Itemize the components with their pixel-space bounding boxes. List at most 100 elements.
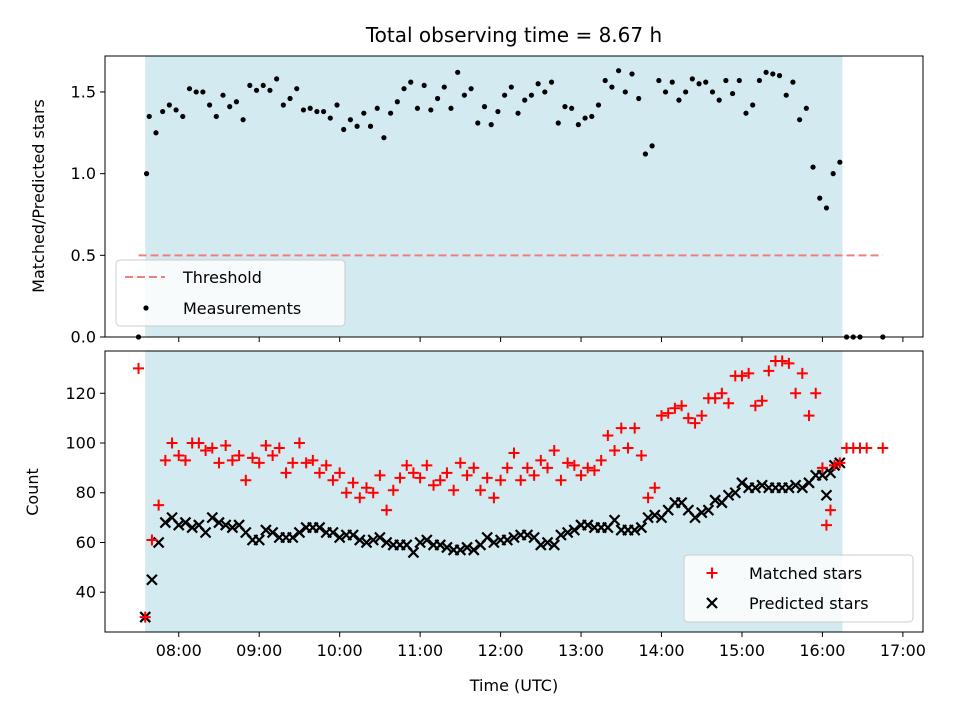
matched-star-point xyxy=(253,457,265,469)
measurement-point xyxy=(729,90,736,97)
matched-star-point xyxy=(548,444,560,456)
matched-star-point xyxy=(260,439,272,451)
matched-star-point xyxy=(173,449,185,461)
matched-star-point xyxy=(542,462,554,474)
predicted-star-point xyxy=(333,531,346,544)
predicted-star-point xyxy=(481,531,493,544)
predicted-star-point xyxy=(796,481,809,494)
measurement-point xyxy=(548,79,555,85)
matched-star-point xyxy=(307,454,319,466)
bottom-ytick-label: 60 xyxy=(76,533,96,552)
predicted-star-point xyxy=(186,521,198,534)
matched-star-point xyxy=(474,484,486,496)
measurement-point xyxy=(823,205,830,211)
matched-star-point xyxy=(810,387,822,399)
matched-star-point xyxy=(508,447,520,459)
bottom-xtick-label: 09:00 xyxy=(236,641,282,660)
bottom-ytick-label: 80 xyxy=(76,483,96,502)
legend-measurements-label: Measurements xyxy=(183,299,301,318)
measurement-point xyxy=(253,87,260,93)
measurement-point xyxy=(320,108,327,115)
matched-star-point xyxy=(360,482,372,494)
measurement-point xyxy=(488,122,494,128)
matched-star-point xyxy=(233,449,245,461)
matched-star-point xyxy=(179,454,191,466)
matched-star-point xyxy=(401,459,413,471)
matched-star-point xyxy=(166,437,178,449)
measurement-point xyxy=(441,84,447,90)
measurement-point xyxy=(388,110,394,116)
predicted-star-point xyxy=(722,489,735,502)
measurement-point xyxy=(750,102,756,108)
predicted-star-point xyxy=(407,546,420,559)
measurement-point xyxy=(803,105,809,111)
measurement-point xyxy=(810,164,816,170)
measurement-point xyxy=(790,79,796,85)
matched-star-point xyxy=(676,400,688,412)
matched-star-point xyxy=(790,387,802,399)
legend-threshold-label: Threshold xyxy=(182,268,262,287)
bottom-y-axis-label: Count xyxy=(23,468,42,516)
measurement-point xyxy=(280,102,286,108)
predicted-star-point xyxy=(642,511,654,524)
predicted-star-point xyxy=(628,524,641,536)
measurement-point xyxy=(475,120,481,126)
measurement-point xyxy=(703,79,709,85)
predicted-star-point xyxy=(608,514,621,526)
measurement-point xyxy=(582,115,588,121)
top-ytick-label: 0.0 xyxy=(71,328,96,347)
matched-star-point xyxy=(193,437,205,449)
legend-box xyxy=(683,554,914,623)
predicted-star-point xyxy=(434,539,447,551)
matched-star-point xyxy=(595,454,607,466)
matched-star-point xyxy=(434,474,446,486)
predicted-star-point xyxy=(461,541,473,554)
matched-star-point xyxy=(877,442,889,454)
measurement-point xyxy=(314,108,320,115)
measurement-point xyxy=(374,105,380,111)
measurement-point xyxy=(515,110,521,116)
measurement-point xyxy=(602,77,608,84)
matched-star-point xyxy=(220,439,232,451)
measurement-point xyxy=(408,79,414,85)
bottom-ytick-label: 100 xyxy=(65,434,96,453)
measurement-point xyxy=(428,107,434,113)
matched-star-point xyxy=(481,472,493,484)
matched-star-point xyxy=(689,417,701,429)
predicted-star-point xyxy=(709,494,721,506)
matched-star-point xyxy=(736,370,748,382)
matched-star-point xyxy=(293,437,305,449)
predicted-star-point xyxy=(454,544,467,556)
measurement-point xyxy=(267,87,273,93)
matched-star-point xyxy=(133,362,145,374)
predicted-star-point xyxy=(441,541,453,554)
predicted-star-point xyxy=(360,536,373,549)
measurement-point xyxy=(274,76,280,82)
matched-star-point xyxy=(501,462,513,474)
matched-star-point xyxy=(247,452,259,464)
measurement-point xyxy=(642,151,649,157)
matched-star-point xyxy=(528,469,540,481)
matched-star-point xyxy=(273,442,285,454)
predicted-star-point xyxy=(219,519,232,531)
measurement-point xyxy=(461,92,467,98)
bottom-xtick-label: 12:00 xyxy=(478,641,524,660)
matched-star-point xyxy=(381,504,393,516)
matched-star-point xyxy=(334,467,346,479)
predicted-star-point xyxy=(172,519,185,531)
predicted-star-point xyxy=(736,477,748,489)
measurement-point xyxy=(830,171,836,177)
matched-star-point xyxy=(642,492,654,504)
measurement-point xyxy=(455,69,461,75)
measurement-point xyxy=(649,143,655,149)
measurement-point xyxy=(522,97,528,103)
matched-star-point xyxy=(861,442,873,454)
measurement-point xyxy=(213,113,219,120)
measurement-point xyxy=(508,84,514,90)
predicted-star-point xyxy=(541,536,554,549)
matched-star-point xyxy=(776,355,788,367)
measurement-point xyxy=(676,97,682,103)
measurement-point xyxy=(327,115,333,121)
matched-star-point xyxy=(488,492,500,504)
matched-star-point xyxy=(535,454,547,466)
